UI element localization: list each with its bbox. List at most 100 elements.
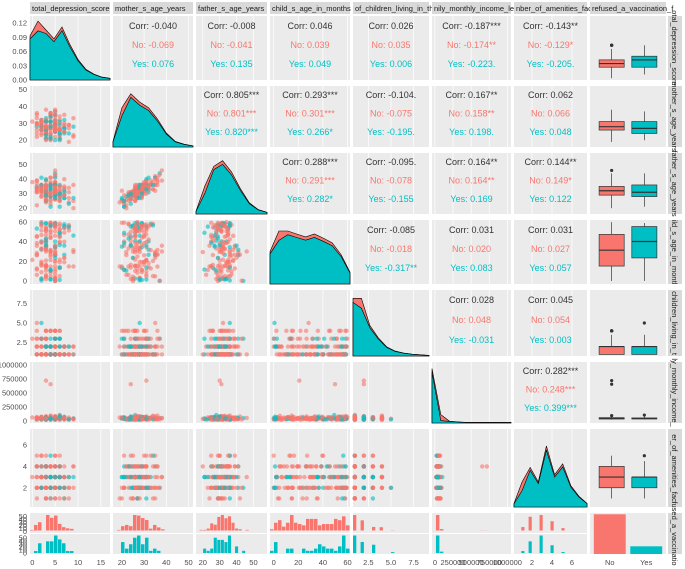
scatter-point [62, 243, 67, 248]
scatter-point [277, 464, 283, 469]
scatter-point [137, 276, 142, 282]
scatter-point [298, 485, 303, 490]
scatter-point [370, 496, 376, 501]
scatter-point [148, 453, 153, 458]
corr-no-label: No: 0.066 [531, 109, 570, 119]
histogram-bar [161, 529, 165, 531]
scatter-point [304, 496, 309, 501]
scatter-point [277, 413, 283, 418]
scatter-point [370, 415, 376, 420]
column-strip [30, 2, 110, 14]
scatter-point [34, 134, 40, 140]
scatter-point [214, 416, 219, 422]
scatter-point [48, 328, 53, 334]
scatter-point [244, 249, 249, 254]
y-tick-label: 20 [19, 521, 27, 530]
scatter-point [124, 328, 129, 334]
scatter-point [236, 252, 241, 257]
scatter-point [239, 278, 244, 283]
scatter-point [205, 417, 211, 422]
scatter-point [52, 168, 58, 173]
y-tick-label: 40 [19, 537, 27, 546]
scatter-point [121, 336, 127, 341]
panel-background [590, 153, 666, 214]
scatter-point [62, 222, 67, 227]
scatter-point [329, 352, 334, 357]
scatter-point [319, 352, 324, 357]
scatter-point [137, 320, 142, 326]
boxplot-outlier [610, 414, 614, 418]
scatter-point [289, 416, 295, 421]
histogram-bar [310, 550, 314, 553]
y-tick-label: 50 [19, 534, 27, 543]
histogram-bar [314, 548, 318, 553]
scatter-point [338, 328, 344, 334]
scatter-point [57, 464, 62, 469]
scatter-point [205, 267, 211, 273]
histogram-bar [322, 546, 326, 553]
scatter-point [324, 416, 329, 422]
scatter-point [30, 415, 35, 420]
scatter-point [119, 496, 125, 501]
boxplot-box [631, 184, 658, 197]
histogram-bar [539, 515, 543, 531]
scatter-point [48, 336, 53, 341]
scatter-point [62, 185, 67, 191]
corr-yes-label: Yes: 0.122 [529, 194, 571, 204]
scatter-point [66, 122, 72, 128]
scatter-point [352, 464, 358, 469]
scatter-point [361, 496, 367, 501]
row-strip-label: mother_s_age_years [670, 81, 679, 152]
x-tick-label: 6 [570, 558, 574, 567]
scatter-point [227, 244, 233, 250]
density-yes [112, 96, 194, 148]
histogram-bar [133, 537, 137, 553]
y-tick-label: 5.0 [17, 319, 27, 328]
corr-label: Corr: 0.805*** [204, 90, 260, 100]
scatter-point [43, 258, 49, 263]
scatter-point [57, 352, 62, 357]
scatter-point [66, 496, 72, 501]
scatter-point [148, 336, 153, 341]
scatter-point [128, 201, 133, 207]
corr-label: Corr: -0.040 [129, 21, 177, 31]
scatter-point [202, 230, 207, 236]
scatter-point [43, 352, 49, 357]
scatter-point [57, 184, 62, 189]
scatter-point [159, 474, 165, 480]
scatter-point [34, 496, 40, 501]
histogram-bar [46, 515, 50, 531]
panel-background [432, 16, 511, 80]
scatter-point [133, 257, 138, 262]
scatter-point [210, 328, 216, 334]
y-tick-label: 50 [19, 512, 27, 521]
scatter-point [219, 228, 224, 233]
scatter-point [30, 179, 35, 185]
histogram-bar [153, 524, 157, 531]
scatter-point [205, 344, 211, 349]
row-strip-label: ild_s_age_in_montl [670, 220, 679, 285]
corr-yes-label: Yes: -0.223. [448, 59, 496, 69]
corr-no-label: No: 0.248*** [526, 385, 576, 395]
scatter-point [212, 336, 217, 341]
corr-yes-label: Yes: 0.135 [210, 59, 252, 69]
corr-no-label: No: 0.164** [448, 176, 495, 186]
scatter-point [146, 474, 151, 480]
scatter-point [141, 328, 147, 334]
scatter-point [43, 184, 49, 189]
panel-background [514, 220, 587, 284]
scatter-point [217, 378, 222, 383]
scatter-point [52, 328, 58, 334]
histogram-bar [274, 542, 278, 553]
y-tick-label: 20 [19, 204, 27, 213]
scatter-point [121, 474, 127, 480]
scatter-point [137, 195, 142, 201]
scatter-point [200, 352, 205, 357]
scatter-point [48, 198, 53, 204]
histogram-bar [330, 524, 334, 531]
scatter-point [52, 485, 58, 490]
histogram-bar [326, 524, 330, 531]
scatter-point [52, 134, 58, 140]
scatter-point [52, 190, 58, 195]
scatter-point [333, 352, 339, 357]
